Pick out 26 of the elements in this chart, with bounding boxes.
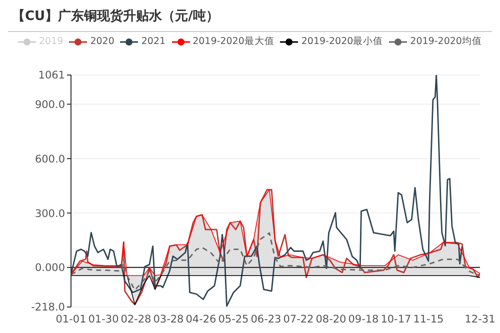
x-tick-label: 02-28 xyxy=(120,313,152,326)
y-tick-label: 0.000 xyxy=(34,262,65,274)
x-tick-label: 01-30 xyxy=(88,313,119,326)
legend-label: 2020 xyxy=(90,36,114,47)
y-tick-label: -218.0 xyxy=(31,302,65,314)
x-tick-label: 06-23 xyxy=(250,313,282,326)
y-tick-label: 900.0 xyxy=(34,98,65,111)
y-tick-label: 300.0 xyxy=(34,208,65,220)
x-tick-label: 07-22 xyxy=(283,313,314,326)
legend-label: 2019-2020最大值 xyxy=(192,35,274,48)
y-tick-label: 1061 xyxy=(38,70,65,82)
x-tick-label: 04-26 xyxy=(186,313,217,326)
x-tick-label: 10-17 xyxy=(380,313,412,326)
x-tick-label: 01-01 xyxy=(56,313,86,326)
x-tick-label: 05-25 xyxy=(218,313,249,326)
x-tick-label: 08-20 xyxy=(316,313,346,326)
chart-title: 【CU】广东铜现货升贴水（元/吨） xyxy=(12,8,219,25)
x-tick-label: 09-18 xyxy=(348,313,379,326)
line-series xyxy=(71,275,480,306)
x-tick-label: 12-31 xyxy=(464,313,496,326)
legend-label: 2019-2020均值 xyxy=(410,35,482,48)
legend-label: 2021 xyxy=(141,36,166,47)
legend-label: 2019-2020最小值 xyxy=(301,35,384,48)
x-tick-label: 03-28 xyxy=(153,313,184,326)
y-tick-label: 600.0 xyxy=(34,153,65,166)
x-tick-label: 11-15 xyxy=(413,313,444,326)
